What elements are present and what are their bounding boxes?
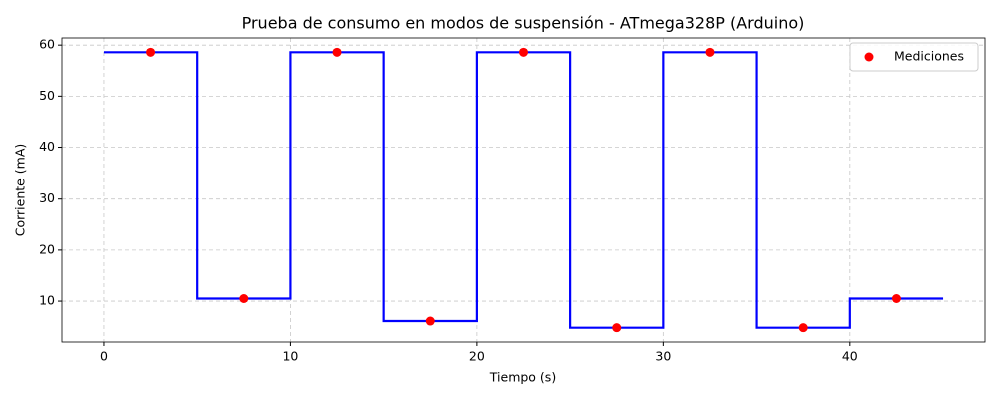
- y-tick-label: 60: [39, 37, 55, 52]
- scatter-point: [891, 293, 901, 303]
- x-tick-label: 0: [100, 349, 108, 364]
- y-tick-label: 20: [39, 241, 55, 256]
- y-tick-label: 50: [39, 88, 55, 103]
- x-tick-label: 10: [282, 349, 298, 364]
- x-axis-label: Tiempo (s): [489, 370, 556, 385]
- chart-title: Prueba de consumo en modos de suspensión…: [242, 14, 805, 33]
- legend-label: Mediciones: [894, 49, 964, 64]
- scatter-point: [798, 323, 808, 333]
- x-tick-label: 40: [842, 349, 858, 364]
- legend-marker: [864, 52, 874, 62]
- scatter-point: [612, 323, 622, 333]
- y-axis-label: Corriente (mA): [13, 144, 28, 237]
- plot-frame: [61, 37, 986, 343]
- x-tick-label: 20: [469, 349, 485, 364]
- y-tick-label: 10: [39, 293, 55, 308]
- y-tick-label: 30: [39, 190, 55, 205]
- scatter-point: [146, 47, 156, 57]
- x-tick-label: 30: [655, 349, 671, 364]
- legend-box: [849, 42, 979, 72]
- scatter-point: [239, 293, 249, 303]
- y-tick-label: 40: [39, 139, 55, 154]
- scatter-point: [705, 47, 715, 57]
- scatter-point: [425, 316, 435, 326]
- scatter-point: [519, 47, 528, 57]
- scatter-point: [332, 47, 342, 57]
